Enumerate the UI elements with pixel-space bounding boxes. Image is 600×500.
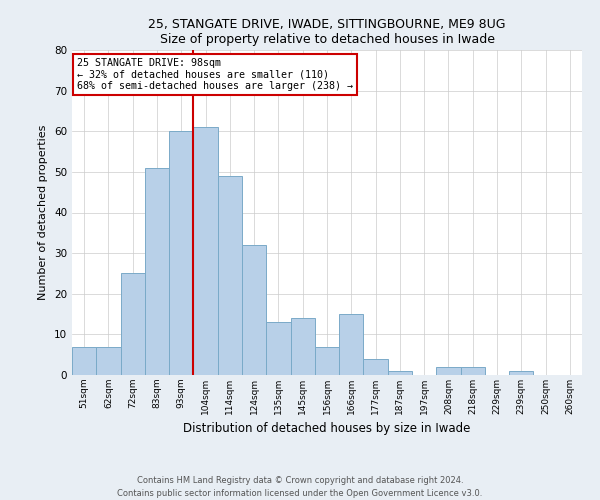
Y-axis label: Number of detached properties: Number of detached properties (38, 125, 49, 300)
Text: Contains HM Land Registry data © Crown copyright and database right 2024.
Contai: Contains HM Land Registry data © Crown c… (118, 476, 482, 498)
Bar (461, 367, 485, 375)
Bar (339, 314, 364, 375)
Bar (436, 367, 461, 375)
Bar (169, 131, 193, 375)
Bar (509, 371, 533, 375)
Title: 25, STANGATE DRIVE, IWADE, SITTINGBOURNE, ME9 8UG
Size of property relative to d: 25, STANGATE DRIVE, IWADE, SITTINGBOURNE… (148, 18, 506, 46)
Bar (145, 168, 169, 375)
Bar (242, 245, 266, 375)
Bar (193, 127, 218, 375)
Text: 25 STANGATE DRIVE: 98sqm
← 32% of detached houses are smaller (110)
68% of semi-: 25 STANGATE DRIVE: 98sqm ← 32% of detach… (77, 58, 353, 92)
Bar (121, 274, 145, 375)
Bar (96, 346, 121, 375)
Bar (72, 346, 96, 375)
X-axis label: Distribution of detached houses by size in Iwade: Distribution of detached houses by size … (184, 422, 470, 436)
Bar (218, 176, 242, 375)
Bar (266, 322, 290, 375)
Bar (315, 346, 339, 375)
Bar (388, 371, 412, 375)
Bar (290, 318, 315, 375)
Bar (364, 359, 388, 375)
